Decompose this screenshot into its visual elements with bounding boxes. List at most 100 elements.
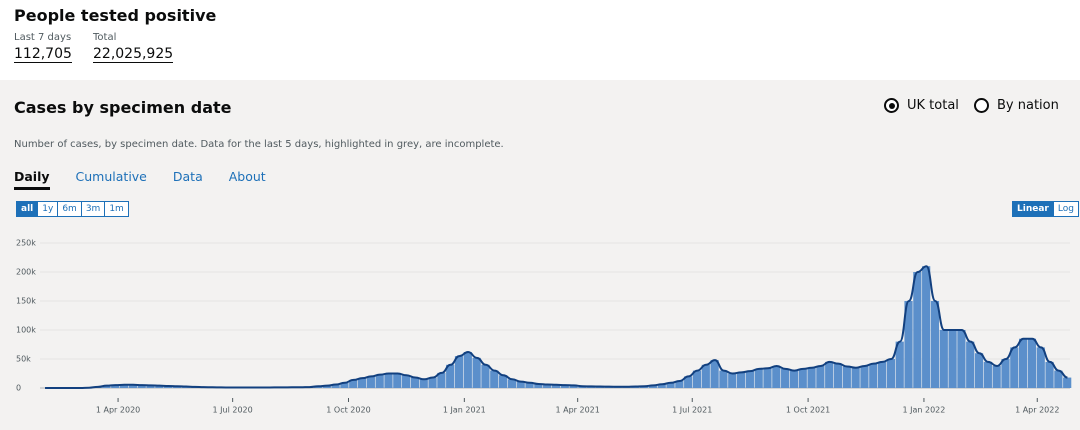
bar xyxy=(490,370,499,388)
bar xyxy=(983,361,992,388)
scale-button[interactable]: Linear xyxy=(1012,201,1054,217)
bar xyxy=(569,385,578,388)
bar xyxy=(701,364,710,388)
bar xyxy=(534,383,543,388)
bar xyxy=(428,377,437,388)
bar xyxy=(692,370,702,388)
x-tick-label: 1 Apr 2021 xyxy=(555,406,599,415)
description: Number of cases, by specimen date. Data … xyxy=(14,139,504,150)
tabs: Daily Cumulative Data About xyxy=(14,169,292,190)
bar xyxy=(816,365,825,388)
bar xyxy=(1036,347,1045,388)
radio[interactable]: UK total xyxy=(884,98,959,113)
bar xyxy=(745,371,754,388)
bar xyxy=(807,367,816,388)
bar xyxy=(454,356,464,388)
bar xyxy=(128,384,137,388)
bar xyxy=(366,376,375,388)
x-tick-label: 1 Jul 2020 xyxy=(213,406,253,415)
bar xyxy=(948,330,957,388)
scale-button[interactable]: Log xyxy=(1052,201,1079,217)
bar xyxy=(119,384,129,388)
tab[interactable]: Daily xyxy=(14,169,50,190)
bar xyxy=(419,379,428,388)
bar xyxy=(437,372,446,388)
bar xyxy=(1019,338,1028,388)
bar xyxy=(164,385,173,388)
bar xyxy=(1045,361,1054,388)
bar xyxy=(357,378,367,388)
bar xyxy=(957,330,966,388)
bar xyxy=(155,385,164,388)
bar xyxy=(410,377,420,388)
radio[interactable]: By nation xyxy=(974,98,1059,113)
radio-dot xyxy=(884,98,899,113)
metric-label: Last 7 days xyxy=(14,32,72,43)
x-tick-label: 1 Oct 2021 xyxy=(786,406,830,415)
bar xyxy=(789,370,799,388)
bar xyxy=(463,352,472,388)
bar xyxy=(675,381,684,388)
bar xyxy=(754,368,763,388)
x-tick-label: 1 Jan 2022 xyxy=(902,406,945,415)
x-tick-label: 1 Apr 2022 xyxy=(1015,406,1059,415)
average-line xyxy=(45,265,1068,389)
bar xyxy=(992,365,1001,388)
bar xyxy=(543,384,552,388)
bar xyxy=(1063,377,1072,388)
bar xyxy=(146,385,155,388)
x-tick-label: 1 Apr 2020 xyxy=(96,406,140,415)
bar xyxy=(331,384,340,388)
y-tick-label: 50k xyxy=(16,355,31,364)
bar xyxy=(1054,370,1063,388)
bar xyxy=(137,385,146,388)
bar xyxy=(939,330,948,388)
bar xyxy=(666,382,675,388)
bar xyxy=(930,301,940,388)
bar xyxy=(560,385,569,388)
metric: Total 22,025,925 xyxy=(93,32,174,63)
bar xyxy=(904,301,913,388)
metric-value[interactable]: 112,705 xyxy=(14,46,72,63)
tab[interactable]: About xyxy=(228,169,266,184)
y-tick-label: 250k xyxy=(16,239,36,248)
y-tick-label: 150k xyxy=(16,297,36,306)
tab[interactable]: Cumulative xyxy=(75,169,147,184)
bar xyxy=(974,353,984,388)
bar xyxy=(913,272,922,388)
bar xyxy=(402,375,411,388)
bar xyxy=(842,366,851,388)
bar xyxy=(798,368,807,388)
bar xyxy=(1010,347,1019,388)
x-tick-label: 1 Jan 2021 xyxy=(443,406,486,415)
tab[interactable]: Data xyxy=(172,169,203,184)
bar xyxy=(472,357,481,388)
bar xyxy=(393,373,402,388)
bar xyxy=(966,341,975,388)
card-title: Cases by specimen date xyxy=(14,98,232,117)
y-tick-label: 0 xyxy=(16,384,21,393)
bar xyxy=(825,361,834,388)
bar xyxy=(384,373,393,388)
metric-label: Total xyxy=(93,32,117,43)
bar xyxy=(322,385,331,388)
bar xyxy=(684,376,693,388)
x-tick-label: 1 Jul 2021 xyxy=(672,406,712,415)
bar xyxy=(507,379,516,388)
metric-value[interactable]: 22,025,925 xyxy=(93,46,174,63)
bar xyxy=(375,374,384,388)
bar xyxy=(710,360,719,388)
bar xyxy=(648,385,658,388)
y-tick-label: 100k xyxy=(16,326,36,335)
bar xyxy=(869,363,878,388)
bar xyxy=(102,385,111,388)
bar xyxy=(498,375,508,388)
bar xyxy=(481,364,490,388)
bar xyxy=(349,379,358,388)
bar xyxy=(525,382,534,388)
range-button[interactable]: 1m xyxy=(104,201,129,217)
bar xyxy=(851,367,860,388)
